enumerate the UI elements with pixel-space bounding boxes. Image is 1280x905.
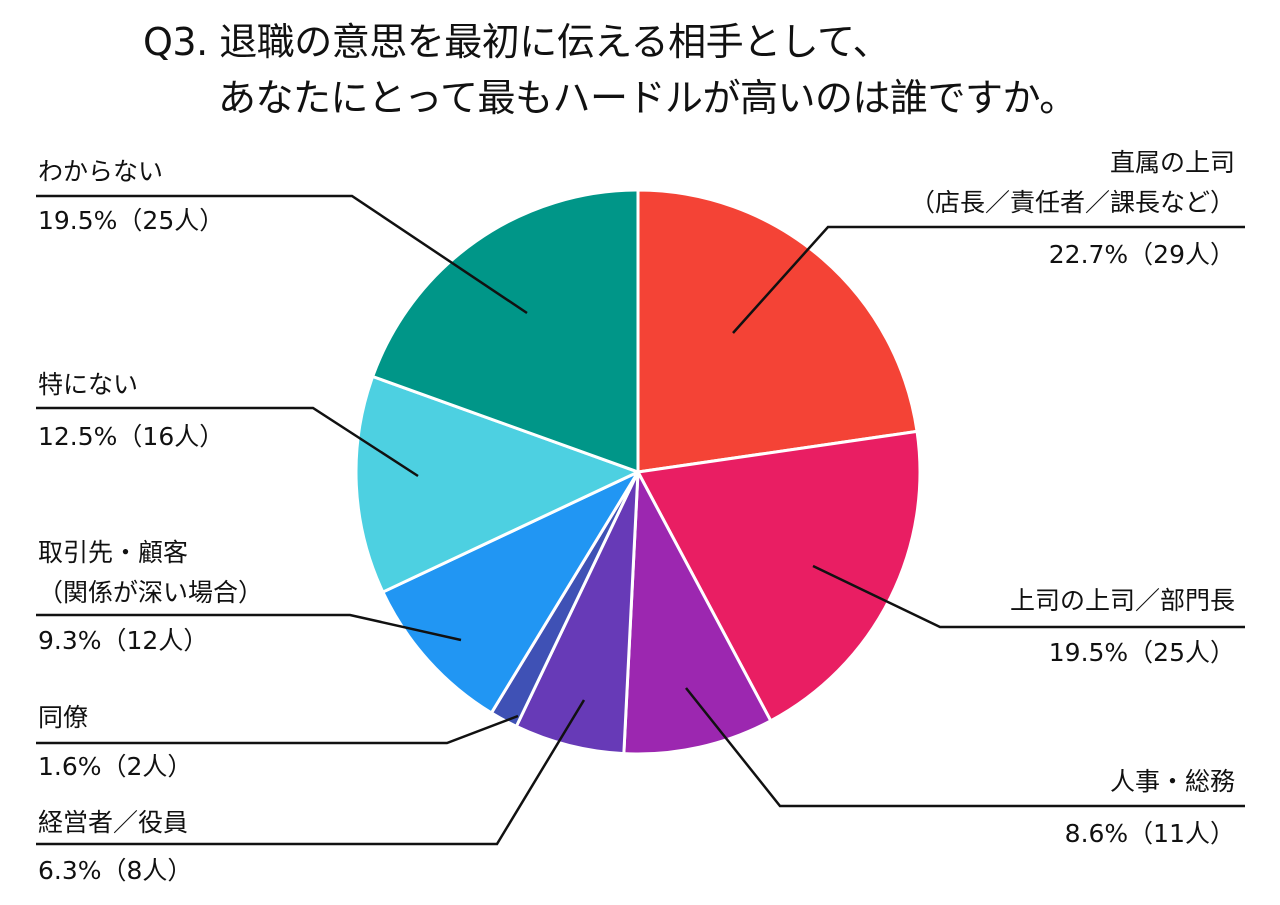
chart-title-line2: あなたにとって最もハードルが高いのは誰ですか。 (218, 76, 1077, 120)
pie-slice-hr (622, 470, 773, 756)
leader-line-hr (685, 687, 1245, 808)
value-client: 9.3%（12人） (38, 626, 209, 655)
pie-slice-client (381, 470, 640, 715)
label-direct-boss-line1: 直属の上司 (1109, 148, 1235, 177)
value-coworker: 1.6%（2人） (38, 752, 193, 781)
value-dont-know: 19.5%（25人） (38, 206, 225, 235)
value-hr: 8.6%（11人） (1064, 819, 1235, 848)
label-none: 特にない (38, 370, 139, 399)
label-executive: 経営者／役員 (38, 808, 189, 837)
value-none: 12.5%（16人） (38, 422, 225, 451)
label-coworker: 同僚 (38, 703, 89, 732)
pie-slice-direct-boss (636, 188, 919, 474)
pie-slice-dept-head (636, 429, 922, 723)
label-client-line2: （関係が深い場合） (38, 578, 264, 607)
label-client-line1: 取引先・顧客 (38, 538, 189, 567)
leader-line-executive (36, 699, 586, 846)
leader-lines (36, 194, 1245, 846)
label-dont-know: わからない (38, 157, 164, 186)
pie-slices (354, 188, 922, 756)
pie-slice-dont-know (371, 188, 640, 474)
label-direct-boss-line2: （店長／責任者／課長など） (909, 188, 1235, 217)
pie-slice-none (354, 374, 640, 594)
leader-line-none (36, 406, 419, 478)
value-executive: 6.3%（8人） (38, 856, 193, 885)
label-hr: 人事・総務 (1109, 767, 1235, 796)
value-direct-boss: 22.7%（29人） (1048, 240, 1235, 269)
leader-line-client (36, 613, 462, 642)
leader-line-dept-head (812, 564, 1245, 629)
label-dept-head: 上司の上司／部門長 (1009, 586, 1235, 615)
value-dept-head: 19.5%（25人） (1048, 638, 1235, 667)
leader-line-coworker (36, 714, 519, 745)
leader-line-direct-boss (732, 225, 1245, 334)
leader-line-dont-know (36, 194, 528, 315)
chart-title-line1: Q3. 退職の意思を最初に伝える相手として、 (143, 20, 891, 64)
